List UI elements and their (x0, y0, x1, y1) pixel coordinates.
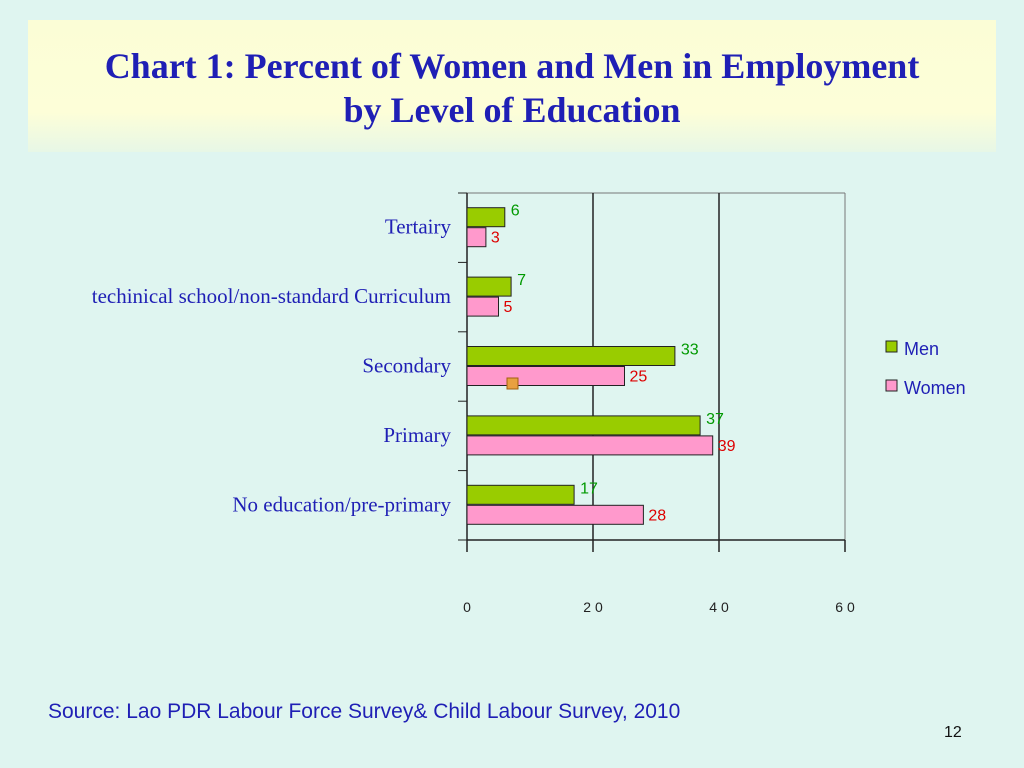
bar-men-2 (466, 346, 676, 366)
value-label-men-0: 6 (511, 203, 520, 220)
title-band (28, 20, 996, 152)
legend-label-men: Men (904, 339, 939, 359)
page-number: 12 (944, 724, 962, 741)
x-tick-label-60: 6 0 (835, 599, 855, 615)
category-label-1: techinical school/non-standard Curriculu… (92, 284, 451, 308)
title-line-2: by Level of Education (343, 90, 681, 130)
bar-men-4 (466, 484, 575, 505)
category-label-4: No education/pre-primary (232, 492, 451, 516)
slide-title: Chart 1: Percent of Women and Men in Emp… (28, 44, 996, 132)
bar-women-3 (466, 435, 714, 456)
value-label-women-4: 28 (648, 507, 666, 524)
legend-swatch-men (885, 340, 898, 353)
x-tick-label-40: 4 0 (709, 599, 729, 615)
category-label-3: Primary (383, 423, 451, 447)
title-line-1: Chart 1: Percent of Women and Men in Emp… (104, 46, 920, 86)
value-label-men-1: 7 (517, 272, 526, 289)
category-label-2: Secondary (362, 354, 451, 378)
bar-women-2 (466, 366, 625, 386)
bar-men-0 (466, 207, 506, 228)
x-tick-label-20: 2 0 (583, 599, 603, 615)
bar-women-0 (466, 227, 487, 248)
value-label-men-2: 33 (681, 342, 699, 359)
bar-women-1 (466, 296, 499, 317)
value-label-men-4: 17 (580, 480, 598, 497)
legend-label-women: Women (904, 378, 966, 398)
value-label-women-1: 5 (504, 299, 513, 316)
source-note: Source: Lao PDR Labour Force Survey& Chi… (48, 700, 681, 723)
bar-women-4 (466, 504, 644, 525)
value-label-women-0: 3 (491, 230, 500, 247)
decorative-marker (506, 377, 519, 390)
value-label-women-3: 39 (718, 438, 736, 455)
value-label-women-2: 25 (630, 369, 648, 386)
category-label-0: Tertairy (385, 215, 452, 239)
bar-men-1 (466, 276, 512, 297)
x-tick-label-0: 0 (463, 599, 471, 615)
legend-swatch-women (885, 379, 898, 392)
bar-men-3 (466, 415, 701, 436)
value-label-men-3: 37 (706, 411, 724, 428)
